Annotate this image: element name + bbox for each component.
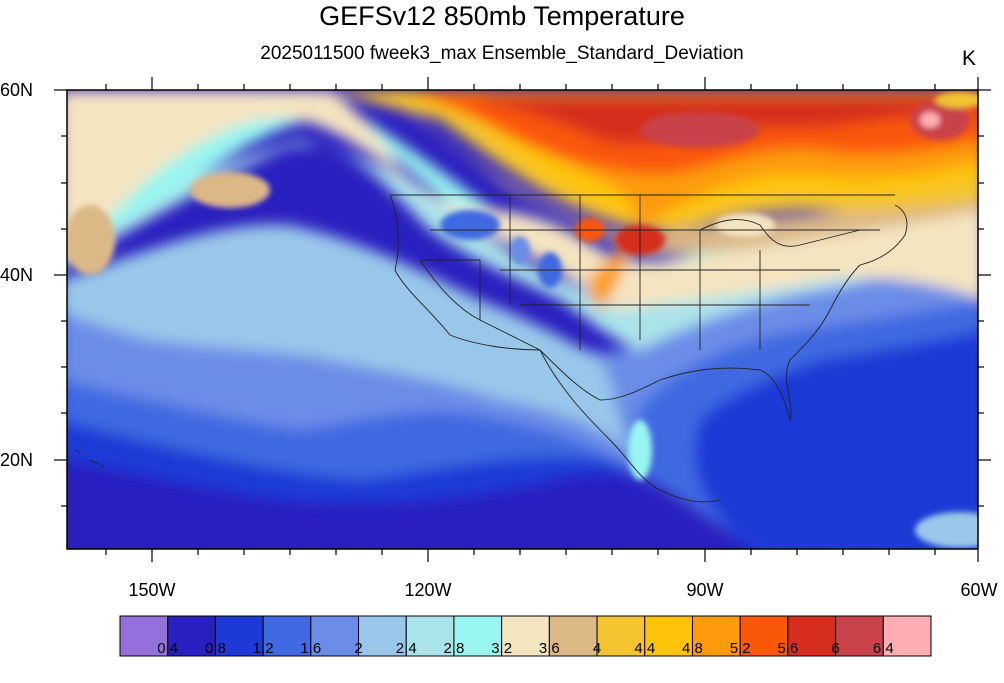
colorbar-tick-label: 4.8 [682,640,703,657]
colorbar-tick-label: 2 [354,640,363,657]
coastline-outlines [74,194,908,503]
colorbar-tick-label: 6 [831,640,840,657]
colorbar-tick-label: 4 [592,640,602,657]
colorbar-swatch [835,615,884,657]
colorbar-swatch [310,615,360,657]
lat-label-40n: 40N [0,265,34,285]
colorbar-swatch [691,615,741,657]
colorbar-swatch [787,615,837,657]
colorbar-swatch [119,615,169,657]
lon-label-120w: 120W [404,580,452,600]
colorbar-swatch [167,615,216,657]
colorbar-tick-label: 1.2 [252,640,274,657]
lat-label-60n: 60N [0,80,34,100]
colorbar-tick-label: 2.4 [395,640,417,657]
colorbar-swatch [548,615,598,657]
colorbar-swatch [739,615,789,657]
colorbar-tick-label: 5.6 [777,640,799,657]
colorbar-swatch [214,615,264,657]
colorbar-tick-label: 2.8 [443,640,465,657]
colorbar-tick-label: 3.2 [491,640,513,657]
colorbar-swatch [882,615,932,657]
colorbar [119,615,932,657]
colorbar-swatch [453,615,503,657]
axis-ticks [54,77,991,562]
colorbar-swatch [644,615,693,657]
units-label: K [962,47,977,70]
lat-label-20n: 20N [0,450,34,470]
colorbar-tick-label: 4.4 [634,640,656,657]
contour-fill-layer [67,90,978,549]
lon-label-90w: 90W [686,580,724,600]
colorbar-swatch [262,615,312,657]
colorbar-tick-label: 5.2 [729,640,751,657]
chart-subtitle: 2025011500 fweek3_max Ensemble_Standard_… [260,43,744,64]
lon-label-60w: 60W [960,580,998,600]
colorbar-tick-label: 3.6 [538,640,560,657]
colorbar-tick-label: 6.4 [872,640,894,657]
colorbar-tick-label: 0.8 [204,640,226,657]
map-frame [66,89,979,550]
colorbar-tick-label: 0.4 [157,640,179,657]
chart-title: GEFSv12 850mb Temperature [319,1,685,31]
lon-label-150w: 150W [128,580,176,600]
colorbar-tick-label: 1.6 [300,640,322,657]
